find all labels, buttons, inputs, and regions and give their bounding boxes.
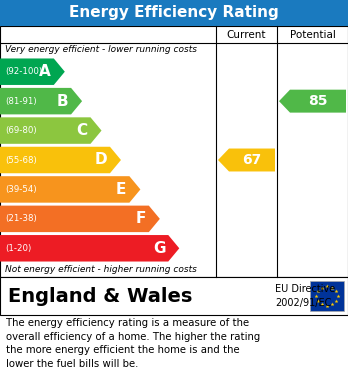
Polygon shape [0,235,179,262]
Text: EU Directive
2002/91/EC: EU Directive 2002/91/EC [275,284,335,308]
Text: (92-100): (92-100) [5,67,42,76]
Polygon shape [279,90,346,113]
Text: C: C [77,123,87,138]
Text: E: E [116,182,126,197]
Polygon shape [0,59,65,85]
Text: D: D [94,152,107,167]
Text: (69-80): (69-80) [5,126,37,135]
Text: B: B [56,93,68,109]
Text: 67: 67 [242,153,262,167]
Polygon shape [0,117,102,144]
Text: (81-91): (81-91) [5,97,37,106]
Bar [0,26,348,277]
Polygon shape [0,176,140,203]
Text: F: F [135,212,146,226]
Text: (21-38): (21-38) [5,214,37,223]
Bar [0,277,348,315]
Text: A: A [39,64,51,79]
Text: (39-54): (39-54) [5,185,37,194]
Text: (55-68): (55-68) [5,156,37,165]
Text: Potential: Potential [290,29,335,39]
Text: Current: Current [227,29,266,39]
Text: Energy Efficiency Rating: Energy Efficiency Rating [69,5,279,20]
Text: (1-20): (1-20) [5,244,31,253]
Text: England & Wales: England & Wales [8,287,192,305]
Polygon shape [0,147,121,173]
Text: 85: 85 [308,94,328,108]
Text: G: G [153,241,165,256]
Text: Not energy efficient - higher running costs: Not energy efficient - higher running co… [5,265,197,274]
Polygon shape [0,206,160,232]
Polygon shape [218,149,275,172]
Text: Very energy efficient - lower running costs: Very energy efficient - lower running co… [5,45,197,54]
Polygon shape [0,88,82,115]
Bar [0,0,348,26]
Text: The energy efficiency rating is a measure of the
overall efficiency of a home. T: The energy efficiency rating is a measur… [6,318,260,369]
Bar [310,281,344,311]
